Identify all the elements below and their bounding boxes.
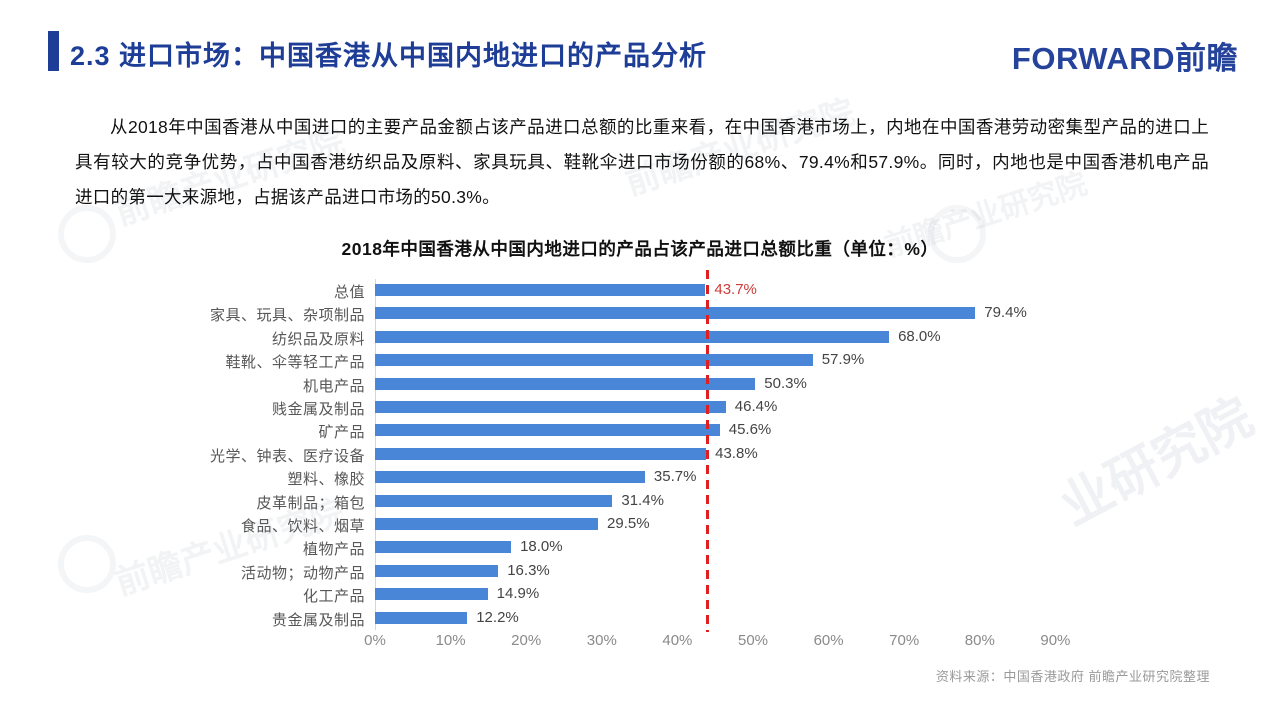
x-tick-label: 30%	[586, 632, 617, 649]
bar	[375, 564, 499, 577]
x-tick-label: 60%	[813, 632, 844, 649]
bar	[375, 494, 613, 507]
bar	[375, 541, 512, 554]
bar-value-label: 16.3%	[507, 561, 550, 579]
bar-value-label: 45.6%	[728, 421, 772, 439]
page-title: 2.3 进口市场：中国香港从中国内地进口的产品分析	[70, 41, 708, 71]
x-axis-ticks: 0% 10% 20% 30% 40% 50% 60% 70% 80% 90%	[85, 632, 1195, 652]
summary-paragraph: 从2018年中国香港从中国进口的主要产品金额占该产品进口总额的比重来看，在中国香…	[75, 117, 1209, 207]
category-label: 食品、饮料、烟草	[240, 518, 365, 535]
category-label: 贱金属及制品	[271, 401, 365, 418]
category-label: 鞋靴、伞等轻工产品	[225, 354, 365, 372]
x-tick-label: 40%	[662, 632, 693, 649]
bar	[375, 518, 599, 530]
bar-row: 活动物；动物产品 16.3%	[85, 560, 1195, 583]
bar-row: 光学、钟表、医疗设备 43.8%	[85, 443, 1195, 466]
category-label: 化工产品	[302, 588, 365, 606]
x-tick-label: 80%	[964, 632, 995, 649]
bar-row: 贵金属及制品 12.2%	[85, 607, 1195, 630]
bar-row: 矿产品 45.6%	[85, 419, 1195, 442]
bar-row: 化工产品 14.9%	[85, 583, 1195, 606]
bar-value-label: 14.9%	[496, 585, 540, 603]
bar	[375, 611, 468, 624]
x-tick-label: 10%	[435, 632, 466, 649]
bar-value-label: 43.7%	[714, 281, 757, 298]
category-label: 活动物；动物产品	[240, 564, 365, 582]
bar	[375, 377, 756, 390]
bar-value-label: 57.9%	[821, 351, 865, 369]
bar	[375, 354, 813, 367]
bar-value-label: 29.5%	[607, 515, 650, 532]
category-label: 皮革制品；箱包	[256, 494, 365, 512]
category-label: 光学、钟表、医疗设备	[209, 447, 365, 465]
bar	[375, 330, 890, 343]
reference-dashed-line	[706, 270, 710, 632]
bar-row: 纺织品及原料 68.0%	[85, 326, 1195, 349]
category-label: 矿产品	[318, 424, 365, 442]
bar-row: 食品、饮料、烟草 29.5%	[85, 513, 1195, 536]
bar-value-label: 46.4%	[734, 398, 778, 415]
category-label: 机电产品	[302, 377, 365, 395]
bar-row: 贱金属及制品 46.4%	[85, 396, 1195, 419]
slide-header: 2.3 进口市场：中国香港从中国内地进口的产品分析 FORWARD前瞻	[0, 0, 1280, 90]
x-tick-label: 90%	[1040, 632, 1071, 649]
forward-logo: FORWARD前瞻	[1011, 41, 1238, 76]
category-label: 总值	[333, 284, 365, 301]
bar	[375, 471, 645, 484]
category-label: 纺织品及原料	[271, 330, 365, 348]
bar-row: 家具、玩具、杂项制品 79.4%	[85, 302, 1195, 325]
bar-chart: 2018年中国香港从中国内地进口的产品占该产品进口总额比重（单位：%） 总值 43…	[85, 232, 1195, 662]
category-label: 家具、玩具、杂项制品	[209, 307, 365, 325]
bar	[375, 588, 488, 601]
category-label: 植物产品	[302, 541, 365, 559]
bar-row: 机电产品 50.3%	[85, 373, 1195, 396]
bar-row: 总值 43.7%	[85, 279, 1195, 302]
category-label: 贵金属及制品	[271, 611, 365, 629]
bar-value-label: 79.4%	[984, 304, 1027, 322]
bar	[375, 401, 726, 413]
bar-row: 植物产品 18.0%	[85, 536, 1195, 559]
bar-value-label: 31.4%	[621, 491, 664, 509]
chart-title: 2018年中国香港从中国内地进口的产品占该产品进口总额比重（单位：%）	[341, 239, 939, 259]
bar-row: 皮革制品；箱包 31.4%	[85, 490, 1195, 513]
bar-value-label: 35.7%	[653, 468, 697, 486]
bar-row: 塑料、橡胶 35.7%	[85, 466, 1195, 489]
category-label: 塑料、橡胶	[287, 471, 365, 489]
x-tick-label: 0%	[364, 632, 386, 649]
bar-value-label: 12.2%	[476, 608, 519, 626]
bar	[375, 447, 707, 460]
bar	[375, 307, 976, 320]
bar	[375, 284, 706, 296]
bar-value-label: 50.3%	[764, 374, 807, 392]
bar-value-label: 43.8%	[715, 444, 758, 462]
bar-row: 鞋靴、伞等轻工产品 57.9%	[85, 349, 1195, 372]
x-tick-label: 20%	[511, 632, 542, 649]
bar-value-label: 68.0%	[898, 327, 941, 345]
bar-value-label: 18.0%	[520, 538, 563, 556]
bar	[375, 424, 720, 437]
title-accent-bar	[48, 31, 59, 71]
x-tick-label: 70%	[889, 632, 920, 649]
x-tick-label: 50%	[737, 632, 769, 649]
source-note: 资料来源：中国香港政府 前瞻产业研究院整理	[935, 669, 1210, 684]
